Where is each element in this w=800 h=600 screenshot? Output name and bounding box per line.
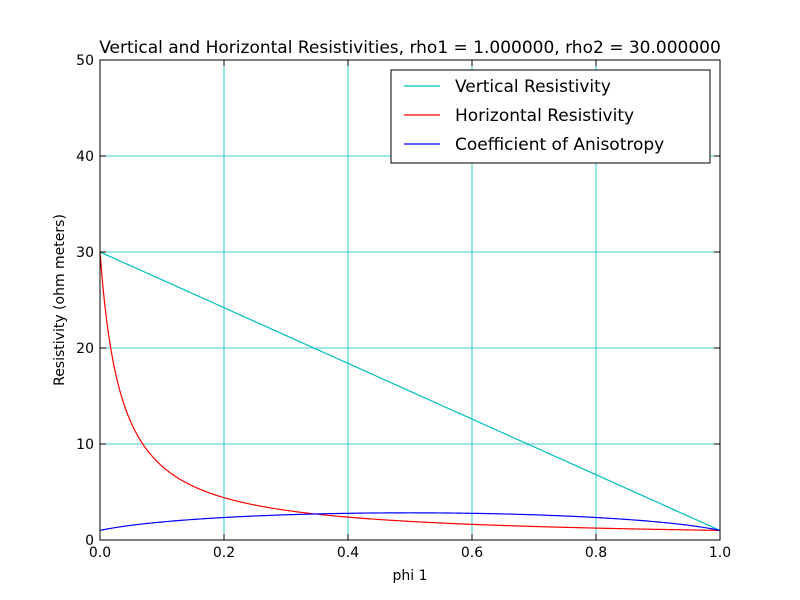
y-tick-label: 30: [76, 245, 94, 261]
legend-label-horizontal: Horizontal Resistivity: [455, 106, 634, 126]
series-lines: [99, 251, 721, 531]
x-tick-label: 0.6: [461, 545, 483, 561]
x-tick-label: 0.2: [213, 545, 235, 561]
x-tick-label: 0.4: [337, 545, 359, 561]
chart-title: Vertical and Horizontal Resistivities, r…: [99, 38, 721, 58]
x-tick-label: 0.8: [585, 545, 607, 561]
legend-label-anisotropy: Coefficient of Anisotropy: [455, 135, 664, 155]
y-tick-label: 40: [76, 149, 94, 165]
y-tick-label: 0: [85, 533, 94, 549]
y-tick-label: 20: [76, 341, 94, 357]
legend-box: [390, 69, 711, 164]
y-tick-label: 10: [76, 437, 94, 453]
horizontal-resistivity-line: [99, 251, 721, 531]
legend: Vertical Resistivity Horizontal Resistiv…: [390, 69, 711, 164]
anisotropy-coefficient-line: [99, 512, 721, 531]
legend-label-vertical: Vertical Resistivity: [455, 77, 611, 97]
x-tick-label: 0.0: [89, 545, 111, 561]
x-tick-label: 1.0: [709, 545, 731, 561]
vertical-resistivity-line: [99, 251, 721, 531]
plot-frame: [99, 59, 721, 541]
axis-ticks: 0.0 0.2 0.4 0.6 0.8 1.0 0 10 20 30 40 50: [76, 53, 731, 561]
y-tick-label: 50: [76, 53, 94, 69]
x-axis-label: phi 1: [392, 568, 427, 584]
y-axis-label: Resistivity (ohm meters): [52, 214, 68, 386]
